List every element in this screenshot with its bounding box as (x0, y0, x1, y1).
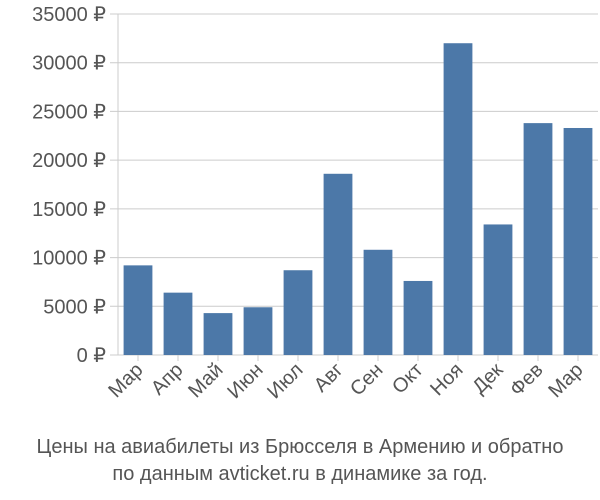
x-tick-label: Сен (346, 359, 387, 400)
x-tick-label: Апр (147, 359, 188, 400)
y-tick-label: 15000 ₽ (32, 199, 106, 221)
x-tick-label: Июл (263, 359, 307, 403)
y-tick-label: 35000 ₽ (32, 4, 106, 26)
x-tick-label: Мар (104, 359, 147, 402)
bar (203, 313, 233, 355)
bar (123, 265, 153, 355)
x-tick-label: Окт (388, 359, 427, 398)
bar (403, 280, 433, 355)
bar-chart: 0 ₽ 5000 ₽ 10000 ₽ 15000 ₽ 20000 ₽ 25000 ₽ 300… (32, 4, 598, 403)
bar (443, 43, 473, 355)
y-axis-ticks: 0 ₽ 5000 ₽ 10000 ₽ 15000 ₽ 20000 ₽ 25000 ₽ 300… (32, 4, 106, 367)
bar (483, 224, 513, 355)
x-tick-label: Май (184, 359, 227, 402)
x-tick-label: Дек (468, 359, 507, 398)
bar (363, 249, 393, 355)
bar (243, 307, 273, 355)
bar (283, 270, 313, 355)
x-tick-label: Июн (223, 359, 267, 403)
y-tick-label: 0 ₽ (77, 345, 107, 367)
x-tick-label: Ноя (426, 359, 467, 400)
bar (563, 127, 593, 356)
bar (163, 292, 193, 355)
bar (323, 173, 353, 355)
chart-caption-line-2: по данным avticket.ru в динамике за год. (112, 463, 488, 485)
chart-caption-line-1: Цены на авиабилеты из Брюсселя в Армению… (36, 436, 564, 458)
y-tick-label: 5000 ₽ (43, 296, 106, 318)
y-tick-label: 20000 ₽ (32, 150, 106, 172)
x-tick-label: Фев (506, 359, 548, 401)
y-tick-label: 25000 ₽ (32, 101, 106, 123)
bars (123, 43, 593, 356)
y-tick-label: 10000 ₽ (32, 248, 106, 270)
x-tick-label: Мар (544, 359, 587, 402)
bar (523, 123, 553, 356)
x-tick-label: Авг (310, 359, 348, 397)
y-tick-label: 30000 ₽ (32, 53, 106, 75)
